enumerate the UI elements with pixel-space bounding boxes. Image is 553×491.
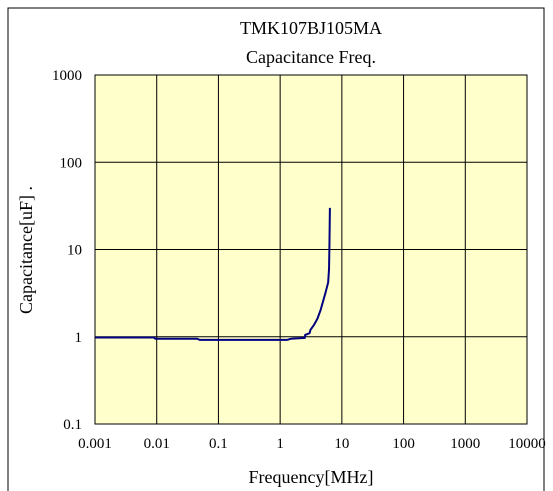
x-tick-label: 0.001	[78, 436, 112, 452]
chart-subtitle: Capacitance Freq.	[246, 47, 376, 67]
series-line	[95, 207, 331, 341]
x-tick-label: 1	[276, 436, 284, 452]
x-axis-title: Frequency[MHz]	[249, 467, 374, 487]
x-tick-label: 100	[392, 436, 415, 452]
y-tick-label: 10	[67, 243, 82, 259]
tick-labels: 0.001 0.01 0.1 1 10 100 1000 10000 0.1 1 10 100 1000	[52, 68, 546, 452]
x-tick-label: 10000	[508, 436, 546, 452]
y-tick-label: 1	[75, 330, 83, 346]
x-tick-label: 1000	[450, 436, 480, 452]
x-tick-label: 10	[334, 436, 349, 452]
plot-border	[94, 74, 528, 425]
grid-lines	[94, 74, 528, 425]
x-tick-label: 0.1	[209, 436, 228, 452]
chart-title: TMK107BJ105MA	[240, 18, 382, 38]
y-tick-label: 1000	[52, 68, 82, 84]
y-axis-title: Capacitance[uF] .	[16, 186, 36, 314]
x-tick-label: 0.01	[144, 436, 170, 452]
y-tick-label: 0.1	[63, 417, 82, 433]
y-tick-label: 100	[60, 155, 83, 171]
